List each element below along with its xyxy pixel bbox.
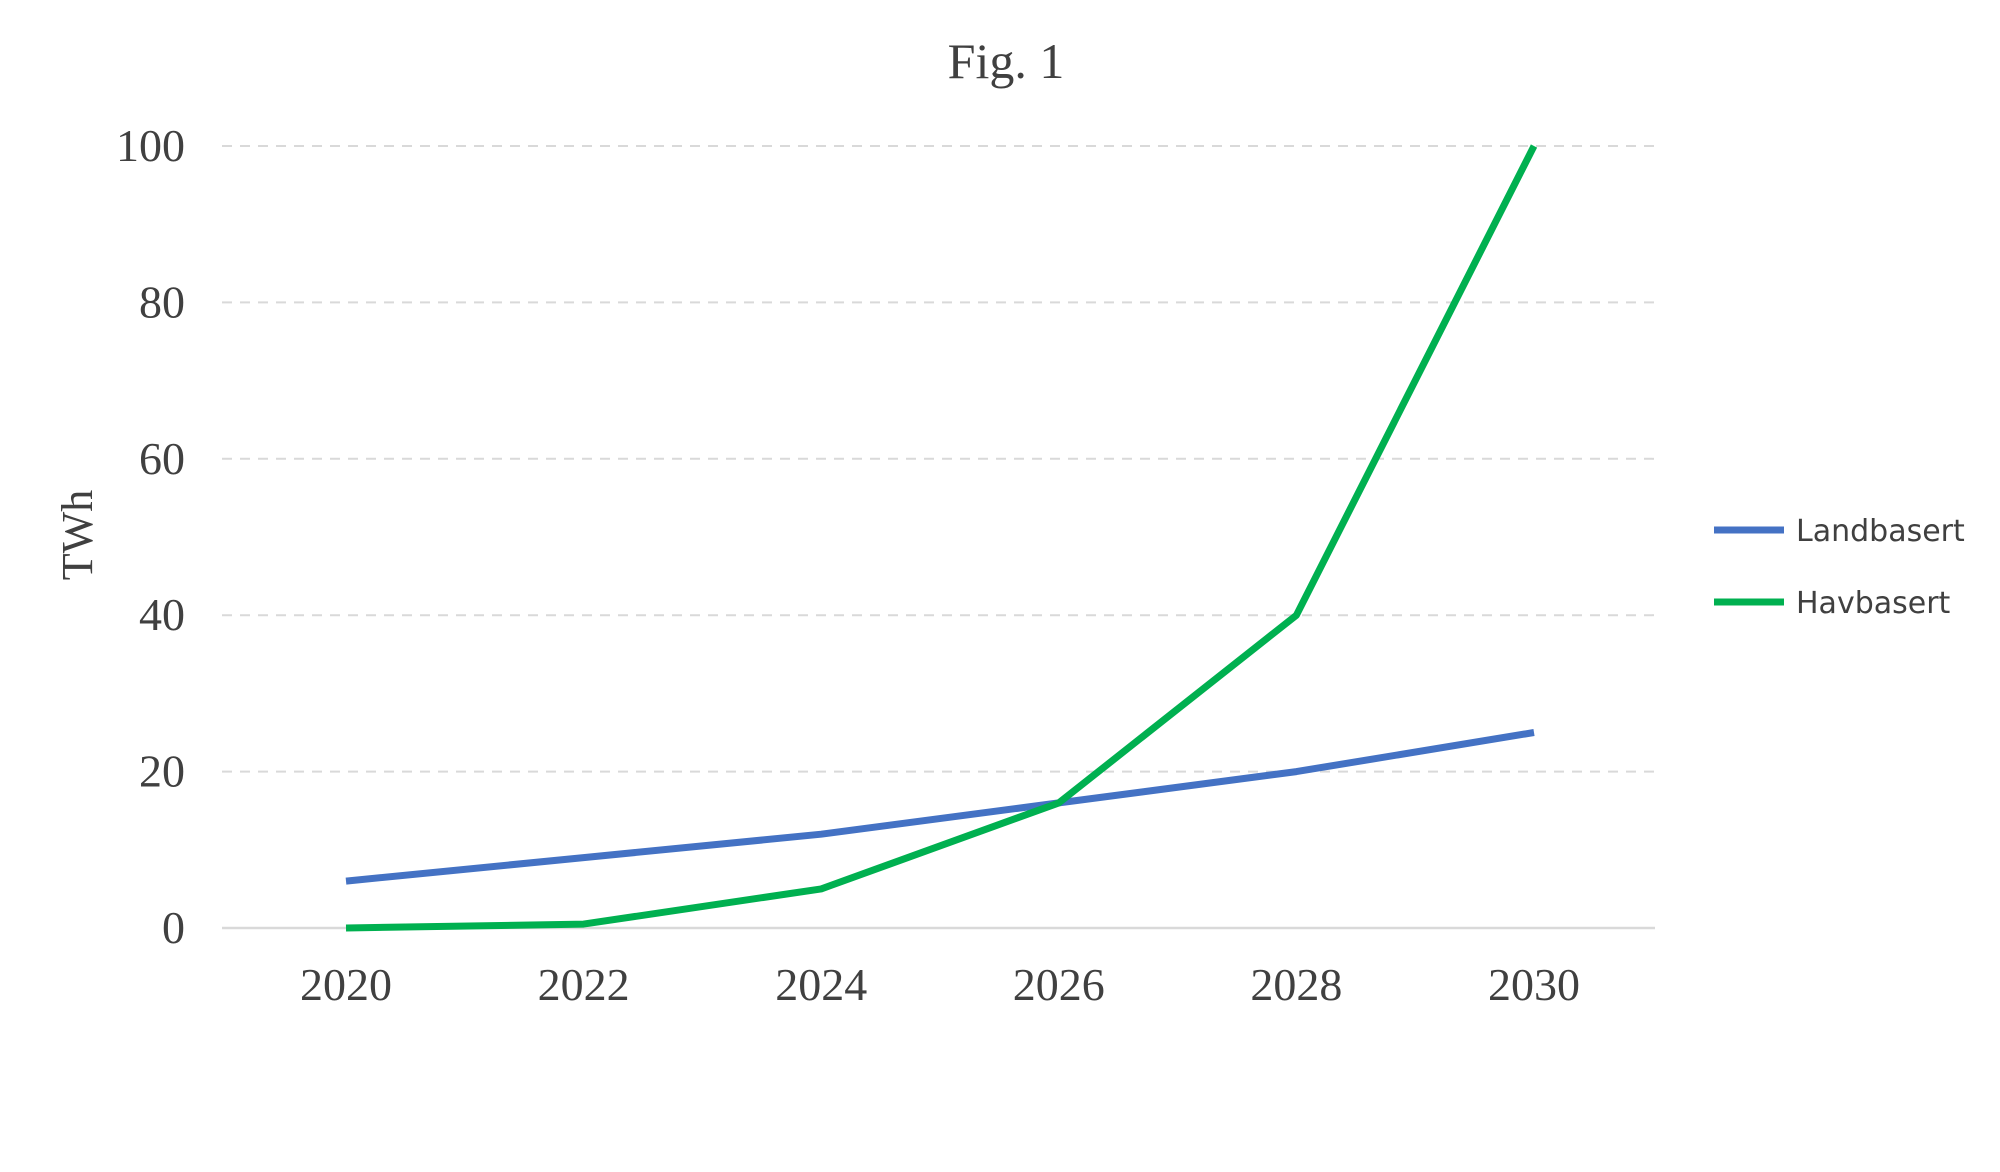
x-axis-ticks: 2020 2022 2024 2026 2028 2030 <box>300 959 1580 1010</box>
series-line-havbasert <box>345 144 1538 932</box>
x-tick-label: 2026 <box>1013 959 1105 1010</box>
y-tick-label: 20 <box>139 746 185 797</box>
y-tick-label: 0 <box>162 902 185 953</box>
x-tick-label: 2030 <box>1488 959 1580 1010</box>
y-tick-label: 40 <box>139 589 185 640</box>
y-tick-label: 60 <box>139 433 185 484</box>
x-tick-label: 2028 <box>1250 959 1342 1010</box>
y-tick-label: 100 <box>116 120 185 171</box>
x-tick-label: 2022 <box>538 959 630 1010</box>
legend-label-landbasert: Landbasert <box>1796 514 1965 549</box>
chart-title: Fig. 1 <box>948 33 1065 89</box>
legend-label-havbasert: Havbasert <box>1796 586 1951 621</box>
legend: Landbasert Havbasert <box>1714 514 1965 621</box>
y-axis-ticks: 0 20 40 60 80 100 <box>116 120 185 953</box>
y-tick-label: 80 <box>139 276 185 327</box>
x-tick-label: 2024 <box>775 959 867 1010</box>
series-line-landbasert <box>345 729 1535 885</box>
grid-lines <box>222 145 1655 930</box>
y-axis-label: TWh <box>53 490 102 580</box>
x-tick-label: 2020 <box>300 959 392 1010</box>
series-lines <box>345 144 1538 932</box>
